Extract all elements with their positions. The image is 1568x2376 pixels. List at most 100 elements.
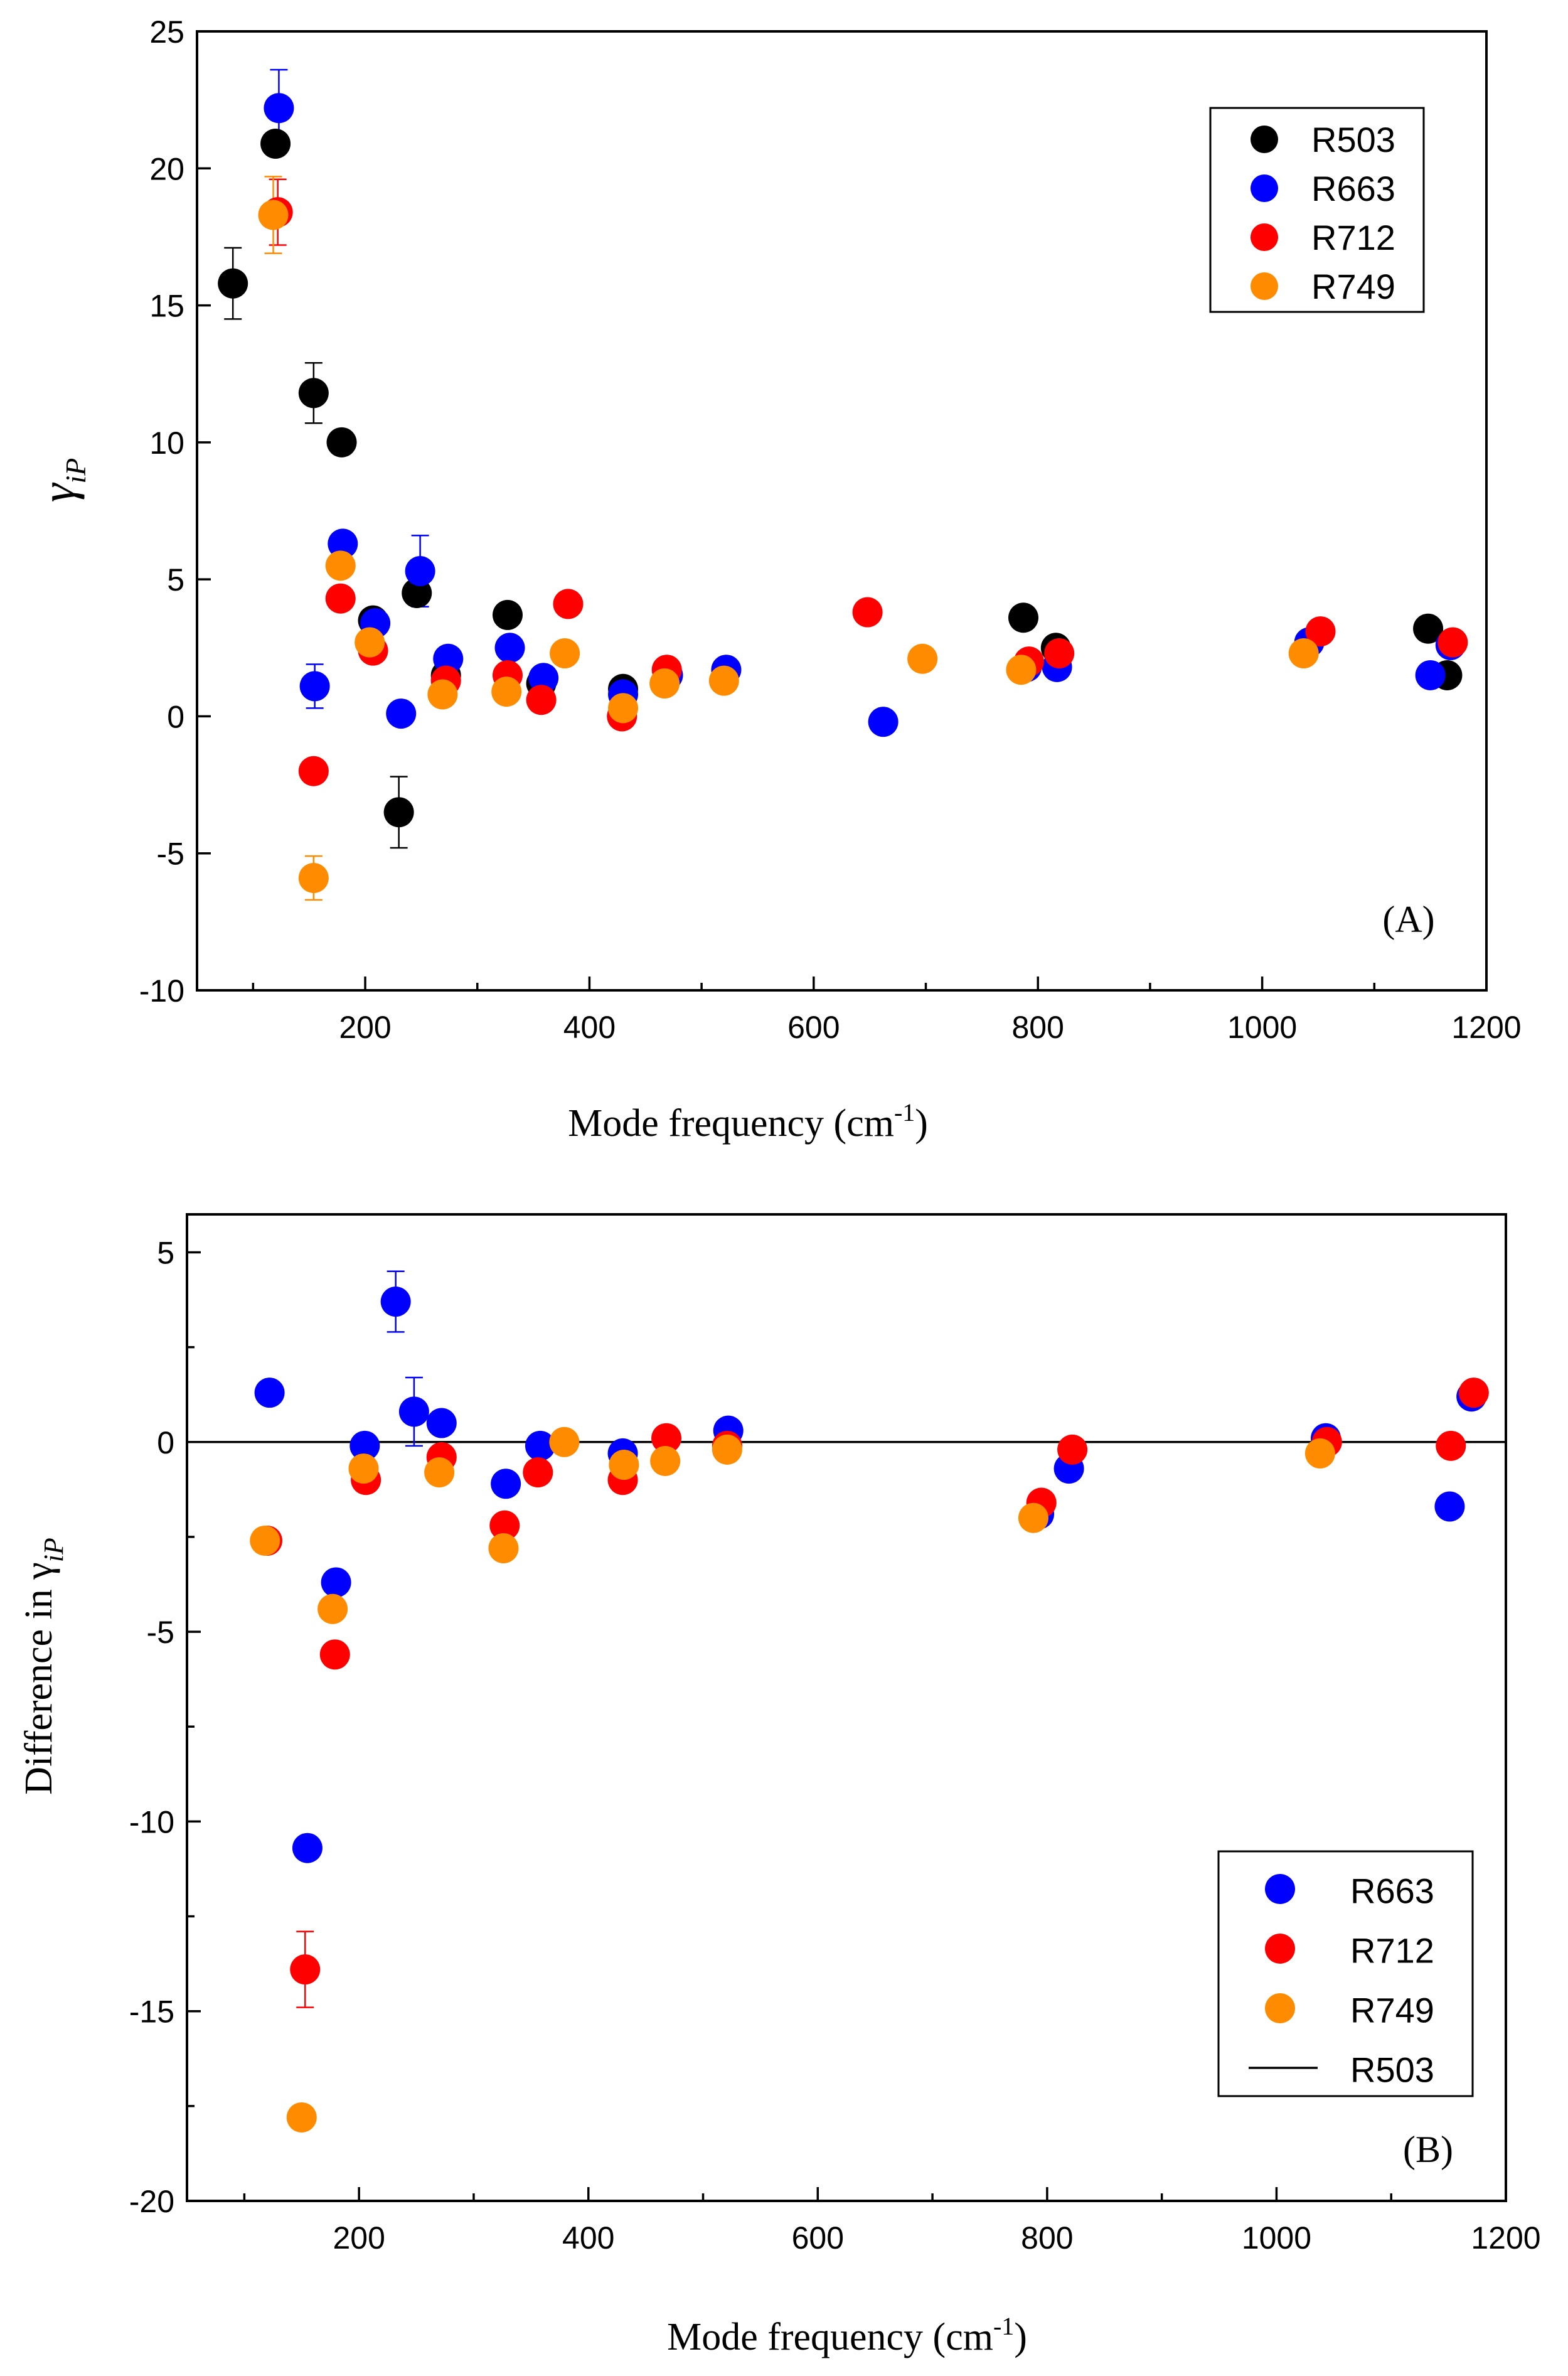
panel-b-point-r712: [1436, 1430, 1466, 1461]
panel-a-y-tick-label: 0: [167, 699, 184, 734]
panel-b-point-r712: [319, 1639, 350, 1670]
panel-b-point-r749: [348, 1453, 379, 1484]
panel-b-point-r663: [321, 1567, 351, 1598]
panel-a-point-r749: [491, 677, 522, 707]
panel-b-legend-marker-r712: [1265, 1934, 1295, 1964]
panel-a-point-r663: [494, 633, 525, 663]
panel-b-point-r749: [424, 1457, 455, 1488]
panel-a-point-r503: [298, 378, 329, 409]
panel-b-point-r663: [292, 1833, 323, 1863]
panel-a-point-r749: [1006, 655, 1037, 685]
panel-b-legend-label-r503: R503: [1350, 2050, 1434, 2089]
panel-b-point-r663: [398, 1396, 429, 1427]
panel-a-point-r712: [1305, 616, 1336, 647]
panel-a-legend-marker-r663: [1251, 174, 1278, 202]
panel-a-point-r503: [260, 128, 291, 159]
panel-b-plot-frame: [186, 1213, 1507, 2202]
panel-b-point-r712: [523, 1457, 553, 1488]
panel-b-point-r663: [254, 1378, 285, 1408]
panel-b-y-tick-label: -15: [129, 1994, 174, 2030]
panel-a-legend-label-r749: R749: [1311, 267, 1395, 306]
panel-b-y-tick-label: -5: [147, 1615, 174, 1650]
panel-a-x-tick-label: 1000: [1227, 1010, 1297, 1045]
panel-a-point-r749: [258, 200, 289, 230]
panel-a-y-axis-label: γiP: [32, 458, 92, 503]
panel-a-point-r749: [355, 627, 385, 658]
panel-b-x-tick-label: 600: [792, 2220, 844, 2256]
panel-b-y-tick-label: -20: [129, 2184, 174, 2219]
panel-a-point-r749: [298, 863, 329, 894]
panel-b-point-r749: [609, 1450, 639, 1480]
panel-a-point-r712: [1044, 638, 1075, 669]
panel-a-point-r749: [1288, 638, 1319, 669]
panel-a-y-tick-label: -5: [157, 837, 184, 872]
panel-b-legend-marker-r749: [1265, 1993, 1295, 2023]
panel-b-point-r712: [1057, 1434, 1088, 1465]
panel-b-axes: 200 400 600 800 1000 1200 -20 -15 -10 -5 0 5: [129, 1235, 1541, 2256]
panel-a-point-r749: [649, 668, 680, 699]
panel-b-point-r663: [380, 1287, 411, 1317]
panel-a-axes: 200 400 600 800 1000 1200 -10 -5 0 5 10 15 20 25: [139, 14, 1522, 1045]
panel-a-legend-marker-r503: [1251, 126, 1278, 153]
panel-a-y-tick-label: 15: [149, 289, 184, 324]
panel-b-legend-label-r712: R712: [1350, 1930, 1434, 1970]
panel-b-x-tick-label: 800: [1021, 2220, 1073, 2256]
panel-b-x-tick-label: 200: [333, 2220, 385, 2256]
panel-b-label: (B): [1403, 2129, 1453, 2170]
panel-b-x-tick-label: 1200: [1471, 2220, 1540, 2256]
panel-b-legend-marker-r663: [1265, 1874, 1295, 1904]
panel-a-point-r749: [550, 638, 580, 669]
panel-a-point-r749: [427, 679, 458, 710]
panel-b-legend-label-r749: R749: [1350, 1990, 1434, 2030]
panel-a-point-r712: [553, 589, 584, 619]
panel-a-point-r503: [1413, 613, 1444, 644]
panel-b-y-axis-label: Difference in γiP: [18, 1538, 69, 1795]
panel-a-legend-label-r712: R712: [1311, 218, 1395, 257]
panel-b-point-r749: [650, 1446, 681, 1476]
panel-a-point-r712: [852, 597, 883, 628]
panel-a-y-tick-label: 20: [149, 151, 184, 186]
panel-a-y-tick-label: -10: [139, 973, 184, 1009]
panel-a-x-tick-label: 400: [563, 1010, 616, 1045]
panel-a-x-tick-label: 1200: [1451, 1010, 1521, 1045]
panel-b-point-r712: [651, 1423, 682, 1453]
panel-a-point-r503: [218, 268, 248, 299]
panel-a-x-tick-label: 200: [339, 1010, 391, 1045]
panel-b-point-r749: [286, 2102, 317, 2133]
panel-b-x-tick-label: 400: [562, 2220, 614, 2256]
panel-b-point-r663: [426, 1408, 457, 1438]
panel-b-point-r712: [489, 1510, 520, 1541]
panel-a-legend-label-r663: R663: [1311, 169, 1395, 208]
panel-a-point-r663: [386, 698, 417, 729]
panel-b-x-tick-label: 1000: [1242, 2220, 1311, 2256]
panel-b-legend: R663 R712 R749 R503: [1217, 1850, 1474, 2097]
panel-a-point-r663: [528, 663, 559, 693]
panel-a-x-axis-label: Mode frequency (cm-1): [568, 1098, 928, 1145]
panel-a-x-tick-label: 600: [787, 1010, 840, 1045]
panel-a-point-r503: [492, 599, 523, 630]
panel-a-y-tick-label: 25: [149, 14, 184, 50]
panel-b-point-r712: [290, 1954, 321, 1985]
panel-a-point-r663: [328, 528, 358, 559]
panel-a-point-r712: [298, 756, 329, 786]
panel-a-legend-box: [1209, 107, 1425, 313]
panel-a-point-r663: [1415, 660, 1446, 690]
panel-a-legend-label-r503: R503: [1311, 120, 1395, 159]
panel-a-label: (A): [1382, 899, 1434, 940]
panel-b-point-r749: [317, 1593, 348, 1624]
panel-a-y-tick-label: 5: [167, 562, 184, 597]
panel-b-y-tick-label: 0: [157, 1425, 174, 1460]
panel-a-point-r663: [433, 643, 464, 674]
panel-b-chart: 200 400 600 800 1000 1200 -20 -15 -10 -5 0 5 Mode f…: [18, 1213, 1541, 2358]
panel-a-point-r663: [264, 93, 294, 124]
panel-b-point-r663: [491, 1469, 521, 1499]
panel-a-point-r503: [1008, 602, 1038, 633]
panel-a-point-r503: [383, 797, 414, 828]
panel-b-y-tick-label: -10: [129, 1804, 174, 1839]
panel-a-point-r749: [907, 643, 938, 674]
panel-b-point-r749: [488, 1533, 519, 1564]
panel-b-point-r749: [1304, 1438, 1335, 1469]
panel-b-point-r663: [1434, 1491, 1465, 1522]
panel-a-chart: 200 400 600 800 1000 1200 -10 -5 0 5 10 15 20 25 Mode…: [32, 14, 1522, 1145]
